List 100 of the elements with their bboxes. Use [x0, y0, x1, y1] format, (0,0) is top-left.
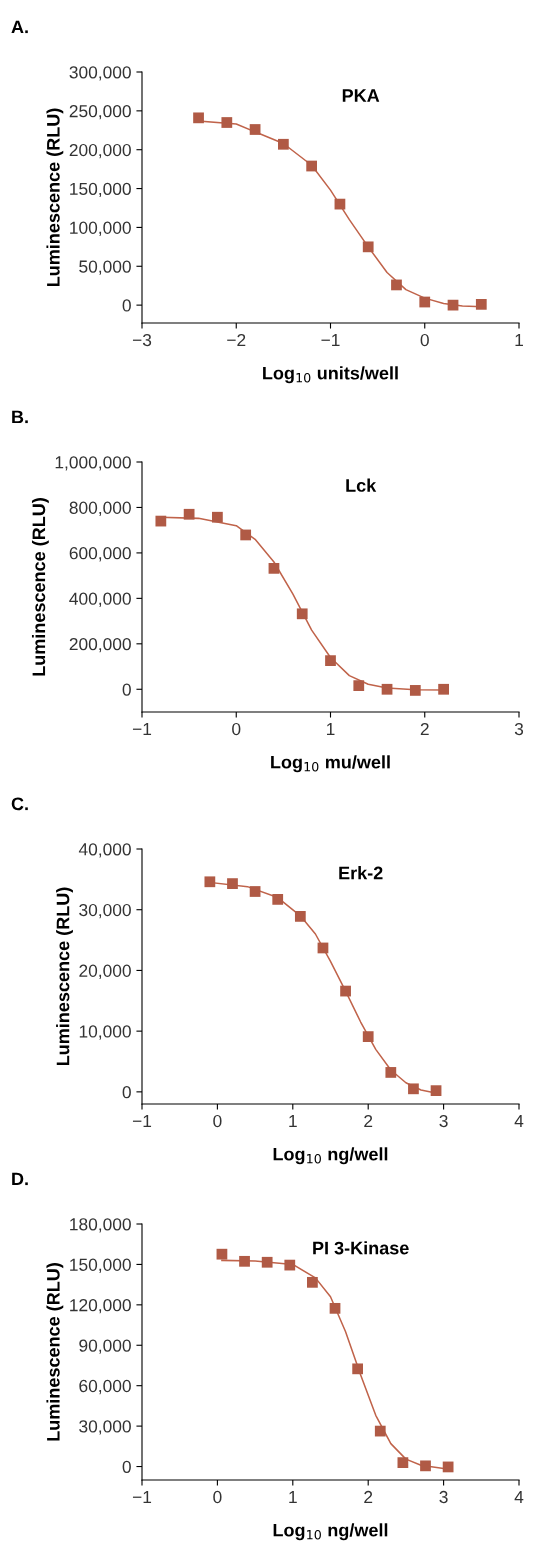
x-tick-label: 1 — [289, 1491, 297, 1503]
text: Erk-2 — [339, 866, 383, 880]
point — [307, 1276, 318, 1288]
point — [193, 112, 204, 124]
point — [284, 1259, 296, 1271]
y-tick-label: 30,000 — [79, 1420, 131, 1435]
point — [325, 655, 336, 667]
chart-title: D. — [12, 1172, 28, 1186]
point — [329, 1302, 341, 1314]
x-tick-label: −1 — [132, 723, 152, 735]
point — [294, 911, 306, 922]
x-tick-label: −1 — [132, 1115, 152, 1127]
point — [278, 138, 289, 150]
y-tick-label: 400,000 — [69, 592, 131, 607]
point — [212, 511, 223, 523]
y-tick-label: 0 — [122, 299, 131, 312]
y-tick-label: 90,000 — [79, 1339, 131, 1354]
x-tick-label: 3 — [514, 722, 524, 736]
y-tick-label: 0 — [122, 683, 131, 696]
y-tick-label: 150,000 — [70, 1258, 131, 1273]
x-tick-label: 0 — [420, 333, 429, 347]
y-axis-title: Luminescence (RLU) — [31, 498, 49, 676]
y-tick-label: 200,000 — [69, 143, 131, 159]
point — [353, 680, 365, 692]
point — [239, 1255, 250, 1267]
x-tick-label: −1 — [132, 1491, 152, 1503]
point — [409, 685, 421, 696]
x-tick-label: 2 — [364, 1490, 373, 1503]
point — [475, 298, 487, 310]
point — [340, 985, 351, 997]
text: Lck — [346, 478, 377, 492]
y-tick-label: 250,000 — [69, 105, 131, 120]
y-tick-label: 0 — [122, 1460, 131, 1473]
x-axis-title: Log$_{10}$ mu/well — [271, 755, 390, 773]
y-tick-label: 200,000 — [69, 637, 131, 653]
point — [221, 117, 233, 128]
point — [352, 1363, 364, 1375]
y-tick-label: 120,000 — [70, 1299, 131, 1314]
point — [216, 1248, 228, 1260]
point — [204, 876, 216, 888]
text: PI 3-Kinase — [313, 1241, 409, 1255]
y-tick-label: 20,000 — [79, 964, 131, 979]
x-axis-title: Log$_{10}$ ng/well — [273, 1523, 388, 1541]
point — [272, 894, 284, 905]
point — [430, 1085, 442, 1097]
x-tick-label: −3 — [132, 333, 152, 347]
point — [419, 296, 431, 308]
x-axis-title: Log$_{10}$ units/well — [263, 366, 398, 384]
point — [240, 529, 252, 541]
point — [155, 515, 167, 527]
y-tick-label: 10,000 — [79, 1025, 131, 1040]
point — [408, 1083, 419, 1095]
y-tick-label: 300,000 — [69, 66, 131, 81]
point — [374, 1425, 386, 1437]
point — [227, 878, 238, 889]
y-tick-label: 800,000 — [69, 501, 131, 516]
text: PKA — [342, 89, 380, 102]
y-tick-label: 0 — [122, 1086, 131, 1099]
point — [249, 124, 261, 135]
y-tick-label: 30,000 — [79, 903, 131, 919]
x-tick-label: 0 — [213, 1490, 222, 1504]
point — [447, 299, 459, 311]
x-tick-label: 2 — [364, 1114, 373, 1127]
y-tick-label: 1,000,000 — [55, 456, 131, 471]
y-axis-title: Luminescence (RLU) — [56, 887, 73, 1066]
point — [381, 683, 393, 695]
x-tick-label: 4 — [514, 1115, 524, 1127]
x-tick-label: 0 — [213, 1114, 222, 1128]
y-axis-title: Luminescence (RLU) — [46, 1263, 64, 1441]
point — [397, 1457, 409, 1468]
x-tick-label: −2 — [227, 333, 246, 346]
point — [249, 886, 261, 897]
point — [306, 160, 318, 172]
chart-title: C. — [11, 797, 28, 811]
y-tick-label: 180,000 — [70, 1218, 131, 1233]
y-tick-label: 600,000 — [69, 547, 131, 562]
point — [362, 241, 374, 253]
y-tick-label: 60,000 — [79, 1379, 131, 1395]
point — [268, 562, 280, 574]
point — [261, 1256, 273, 1268]
x-axis-title: Log$_{10}$ ng/well — [273, 1147, 388, 1165]
point — [183, 508, 195, 520]
point — [420, 1460, 431, 1472]
x-tick-label: 0 — [232, 722, 241, 736]
y-tick-label: 50,000 — [79, 260, 131, 275]
y-tick-label: 40,000 — [78, 843, 131, 858]
x-tick-label: −1 — [321, 334, 340, 346]
y-tick-label: 100,000 — [70, 221, 131, 236]
x-tick-label: 1 — [515, 334, 523, 346]
x-tick-label: 3 — [439, 1114, 448, 1128]
y-axis-title: Luminescence (RLU) — [46, 108, 64, 287]
point — [391, 279, 402, 291]
point — [362, 1031, 374, 1042]
x-tick-label: 4 — [514, 1491, 524, 1503]
x-tick-label: 1 — [289, 1115, 297, 1127]
x-tick-label: 2 — [420, 722, 429, 735]
point — [442, 1461, 454, 1473]
y-tick-label: 150,000 — [70, 182, 131, 198]
chart-title: A. — [11, 20, 28, 34]
point — [438, 683, 449, 695]
